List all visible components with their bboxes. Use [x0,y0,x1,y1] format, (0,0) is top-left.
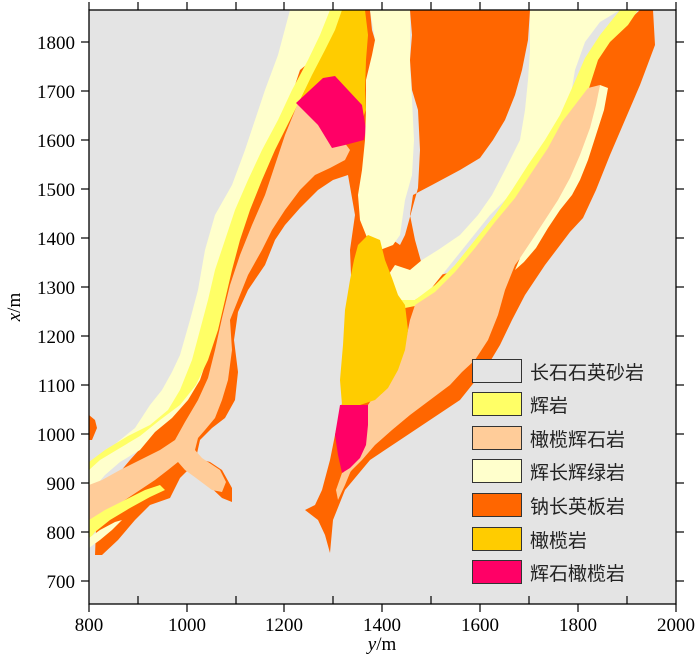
unit-gabbro-diabase-left [89,10,342,495]
unit-olivine-pyroxenite-left [89,103,350,525]
y-axis-ticks [81,41,684,582]
legend: 长石石英砂岩 辉岩 橄榄辉石岩 辉长辉绿岩 钠长英板岩 橄榄岩 辉石橄榄岩 [470,355,676,587]
legend-swatch [472,560,522,584]
legend-item-pyroxenite: 辉岩 [472,390,676,418]
legend-swatch [472,459,522,483]
geologic-units [89,10,655,555]
x-tick-label: 800 [75,615,104,636]
y-tick-label: 1200 [37,327,75,348]
y-tick-label: 1100 [38,376,75,397]
x-tick-label: 1000 [168,615,206,636]
x-tick-label: 1600 [461,615,499,636]
legend-item-gabbro-diabase: 辉长辉绿岩 [472,457,676,485]
x-tick-label: 1800 [559,615,597,636]
legend-swatch [472,359,522,383]
x-tick-label: 2000 [657,615,695,636]
y-axis-title: x/m [4,293,25,323]
y-tick-label: 1400 [37,229,75,250]
x-tick-label: 1200 [265,615,303,636]
legend-item-peridotite: 橄榄岩 [472,525,676,553]
x-axis-title: y/m [366,634,397,654]
y-tick-label: 800 [47,523,76,544]
unit-pyroxenite-right-arm [398,10,638,308]
unit-gabbro-diabase-right-arm [385,10,620,305]
y-tick-label: 1600 [37,131,75,152]
y-tick-label: 900 [47,474,76,495]
unit-olivine-pyroxenite-right [342,85,600,478]
unit-slate-fragment [89,415,97,440]
unit-gabbro-diabase-lower-left [89,520,122,548]
legend-label: 辉石橄榄岩 [530,562,626,585]
legend-label: 辉岩 [530,394,569,417]
y-axis-tick-labels: 1800 1700 1600 1500 1400 1300 1200 1100 … [37,33,75,593]
x-tick-label: 1400 [363,615,401,636]
legend-label: 辉长辉绿岩 [530,461,626,484]
legend-swatch [472,426,522,450]
y-tick-label: 700 [47,572,76,593]
legend-label: 长石石英砂岩 [530,361,645,384]
unit-pyroxene-peridotite-lower [335,405,368,473]
legend-label: 钠长英板岩 [530,495,626,518]
unit-pyroxene-peridotite-upper [296,76,366,148]
y-tick-label: 1800 [37,33,75,54]
unit-pyroxenite-left [89,10,352,470]
legend-item-olivine-pyroxenite: 橄榄辉石岩 [472,424,676,452]
legend-label: 橄榄辉石岩 [530,428,626,451]
legend-swatch [472,527,522,551]
unit-peridotite-lower [340,235,408,405]
x-axis-tick-labels: 800 1000 1200 1400 1600 1800 2000 [75,615,695,636]
unit-pyroxenite-lower-left [89,485,165,540]
legend-item-pyroxene-peridotite: 辉石橄榄岩 [472,558,676,586]
legend-swatch [472,493,522,517]
y-tick-label: 1000 [37,425,75,446]
y-tick-label: 1700 [37,82,75,103]
legend-item-feldspathic-quartz-sandstone: 长石石英砂岩 [472,357,676,385]
unit-gabbro-diabase-right-edge [515,85,608,270]
y-tick-label: 1300 [37,278,75,299]
unit-gabbro-diabase-right [358,10,414,250]
unit-olivine-pyroxenite-tail [336,468,352,500]
x-axis-ticks [88,2,677,612]
y-tick-label: 1500 [37,180,75,201]
legend-label: 橄榄岩 [530,529,588,552]
legend-swatch [472,392,522,416]
legend-item-albite-slate: 钠长英板岩 [472,491,676,519]
